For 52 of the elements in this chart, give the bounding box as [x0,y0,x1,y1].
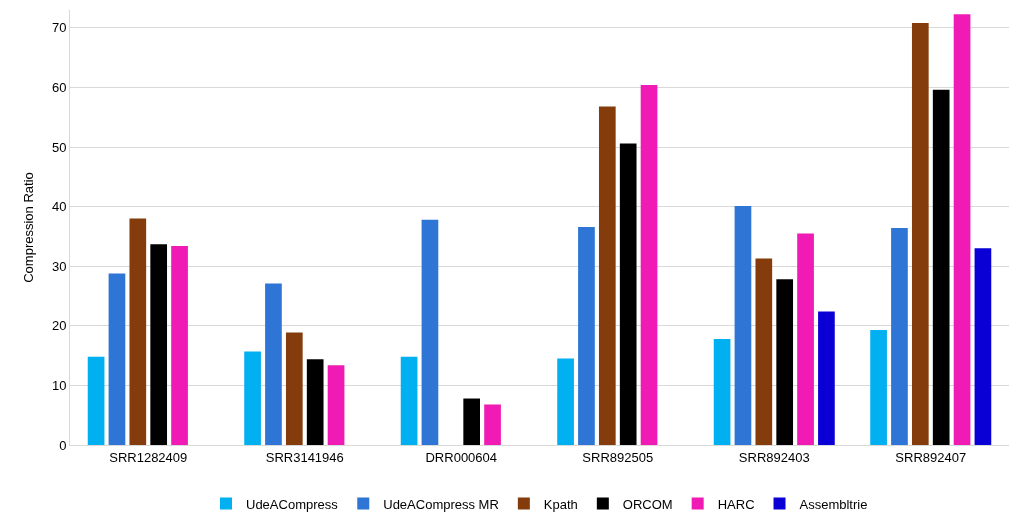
x-tick-label: DRR000604 [425,449,498,465]
y-axis-title: Compression Ratio [20,172,36,283]
x-tick-label: SRR892403 [738,449,810,465]
bar [306,359,324,445]
bar [129,218,147,445]
bar [891,228,908,445]
bar [932,89,950,445]
bar [484,404,501,445]
bar [755,258,773,445]
x-tick-label: SRR892505 [582,449,654,465]
x-tick-label: SRR1282409 [109,449,188,465]
bar [421,219,439,445]
bar [171,245,188,445]
y-tick-label: 30 [51,258,67,274]
bar [870,329,887,445]
bar [150,244,168,445]
legend-label: Kpath [543,496,578,512]
bar [619,143,637,445]
bar [598,106,616,445]
bar [953,14,971,445]
y-tick-label: 70 [51,20,67,36]
legend-label: UdeACompress [246,496,339,512]
x-tick-label: SRR892407 [895,449,967,465]
bar [974,248,992,445]
y-tick-label: 0 [59,437,67,453]
bar [818,311,835,445]
bar [557,358,574,445]
bar [265,283,282,445]
bar [911,23,929,445]
legend-label: ORCOM [622,496,673,512]
bar [108,273,126,445]
y-tick-label: 40 [51,199,67,215]
legend-label: UdeACompress MR [383,496,499,512]
y-tick-label: 60 [51,80,67,96]
bar [400,356,418,445]
bar [327,365,345,445]
bar [797,233,814,445]
bar [640,85,658,445]
x-tick-label: SRR3141946 [265,449,344,465]
y-tick-label: 20 [51,318,67,334]
y-tick-label: 10 [51,377,67,393]
legend-label: Assembltrie [799,496,868,512]
bar [463,398,481,445]
bar [578,226,595,445]
bar [734,206,752,445]
bar [87,356,105,445]
bar [713,338,731,445]
y-tick-label: 50 [51,139,67,155]
bar [776,279,794,445]
bar [244,351,261,445]
legend-label: HARC [717,496,755,512]
bar [285,332,303,445]
